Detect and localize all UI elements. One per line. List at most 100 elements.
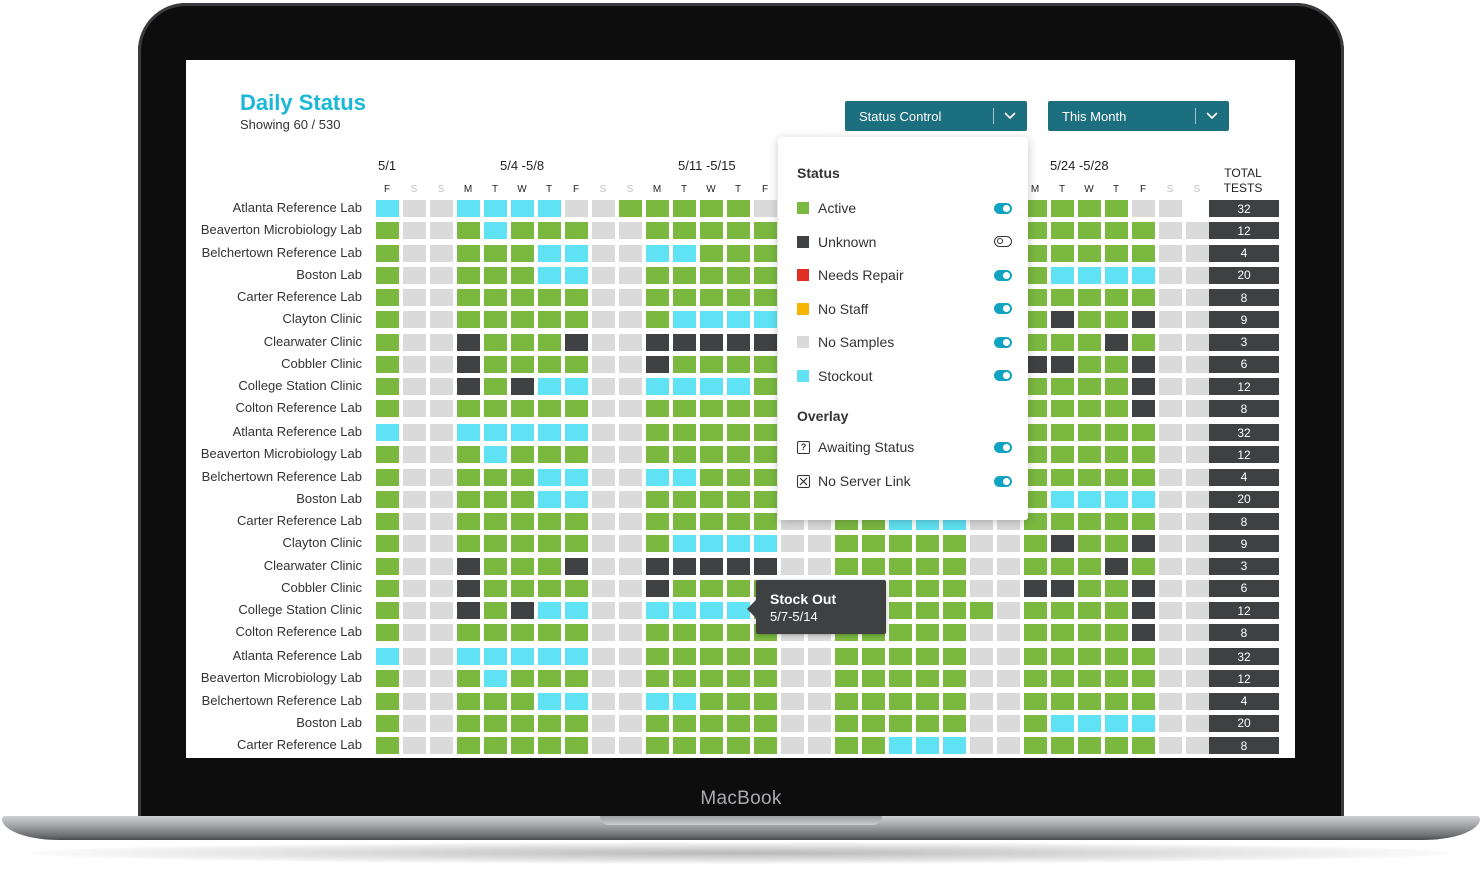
status-cell[interactable]: [619, 670, 642, 688]
status-cell[interactable]: [538, 670, 561, 688]
status-cell[interactable]: [754, 333, 777, 351]
status-cell[interactable]: [1105, 624, 1128, 642]
status-cell[interactable]: [1051, 266, 1074, 284]
status-cell[interactable]: [1078, 624, 1101, 642]
status-cell[interactable]: [970, 579, 993, 597]
status-cell[interactable]: [754, 737, 777, 754]
status-cell[interactable]: [538, 289, 561, 306]
status-cell[interactable]: [1159, 737, 1182, 754]
status-cell[interactable]: [565, 355, 588, 373]
status-cell[interactable]: [1024, 535, 1047, 553]
status-cell[interactable]: [511, 222, 534, 240]
status-cell[interactable]: [511, 648, 534, 665]
status-control-dropdown[interactable]: Status Control: [845, 101, 1027, 131]
status-cell[interactable]: [484, 400, 507, 418]
status-cell[interactable]: [943, 737, 966, 754]
status-cell[interactable]: [538, 378, 561, 395]
status-cell[interactable]: [592, 648, 615, 665]
status-cell[interactable]: [565, 446, 588, 464]
status-cell[interactable]: [592, 333, 615, 351]
status-cell[interactable]: [538, 424, 561, 441]
status-cell[interactable]: [1105, 557, 1128, 575]
status-cell[interactable]: [457, 424, 480, 441]
status-cell[interactable]: [592, 557, 615, 575]
status-cell[interactable]: [1078, 355, 1101, 373]
legend-item-active[interactable]: Active: [797, 198, 1012, 218]
status-cell[interactable]: [916, 624, 939, 642]
status-cell[interactable]: [673, 355, 696, 373]
status-cell[interactable]: [781, 648, 804, 665]
status-cell[interactable]: [511, 513, 534, 530]
status-cell[interactable]: [916, 692, 939, 710]
status-cell[interactable]: [862, 557, 885, 575]
status-cell[interactable]: [565, 602, 588, 619]
status-cell[interactable]: [1186, 557, 1209, 575]
status-cell[interactable]: [538, 557, 561, 575]
status-cell[interactable]: [592, 602, 615, 619]
status-cell[interactable]: [916, 648, 939, 665]
status-cell[interactable]: [511, 355, 534, 373]
status-cell[interactable]: [673, 692, 696, 710]
status-cell[interactable]: [646, 355, 669, 373]
status-cell[interactable]: [1051, 692, 1074, 710]
status-cell[interactable]: [673, 737, 696, 754]
status-cell[interactable]: [1078, 670, 1101, 688]
status-cell[interactable]: [484, 468, 507, 486]
status-cell[interactable]: [754, 648, 777, 665]
status-cell[interactable]: [430, 289, 453, 306]
status-cell[interactable]: [646, 200, 669, 217]
status-cell[interactable]: [1078, 714, 1101, 732]
status-cell[interactable]: [430, 333, 453, 351]
status-cell[interactable]: [619, 468, 642, 486]
status-cell[interactable]: [403, 468, 426, 486]
status-cell[interactable]: [646, 624, 669, 642]
status-cell[interactable]: [1186, 670, 1209, 688]
status-cell[interactable]: [592, 446, 615, 464]
status-cell[interactable]: [457, 513, 480, 530]
status-cell[interactable]: [376, 222, 399, 240]
status-cell[interactable]: [1078, 579, 1101, 597]
status-cell[interactable]: [1051, 378, 1074, 395]
toggle-switch[interactable]: [994, 202, 1012, 214]
status-cell[interactable]: [727, 200, 750, 217]
status-cell[interactable]: [457, 648, 480, 665]
status-cell[interactable]: [1024, 244, 1047, 262]
status-cell[interactable]: [565, 333, 588, 351]
status-cell[interactable]: [997, 602, 1020, 619]
status-cell[interactable]: [1051, 513, 1074, 530]
status-cell[interactable]: [592, 737, 615, 754]
status-cell[interactable]: [376, 714, 399, 732]
status-cell[interactable]: [592, 266, 615, 284]
status-cell[interactable]: [484, 579, 507, 597]
status-cell[interactable]: [619, 648, 642, 665]
status-cell[interactable]: [700, 424, 723, 441]
status-cell[interactable]: [403, 602, 426, 619]
status-cell[interactable]: [700, 579, 723, 597]
status-cell[interactable]: [484, 200, 507, 217]
status-cell[interactable]: [673, 602, 696, 619]
status-cell[interactable]: [754, 468, 777, 486]
status-cell[interactable]: [565, 714, 588, 732]
status-cell[interactable]: [538, 311, 561, 329]
status-cell[interactable]: [376, 311, 399, 329]
status-cell[interactable]: [484, 289, 507, 306]
legend-item-needs-repair[interactable]: Needs Repair: [797, 265, 1012, 285]
status-cell[interactable]: [1078, 266, 1101, 284]
status-cell[interactable]: [1186, 624, 1209, 642]
status-cell[interactable]: [808, 714, 831, 732]
status-cell[interactable]: [646, 648, 669, 665]
status-cell[interactable]: [1159, 244, 1182, 262]
status-cell[interactable]: [1159, 200, 1182, 217]
status-cell[interactable]: [1078, 333, 1101, 351]
status-cell[interactable]: [1186, 535, 1209, 553]
status-cell[interactable]: [1024, 602, 1047, 619]
status-cell[interactable]: [484, 378, 507, 395]
status-cell[interactable]: [511, 311, 534, 329]
status-cell[interactable]: [727, 513, 750, 530]
status-cell[interactable]: [1024, 266, 1047, 284]
status-cell[interactable]: [970, 692, 993, 710]
status-cell[interactable]: [754, 244, 777, 262]
status-cell[interactable]: [1078, 513, 1101, 530]
status-cell[interactable]: [646, 557, 669, 575]
status-cell[interactable]: [916, 579, 939, 597]
